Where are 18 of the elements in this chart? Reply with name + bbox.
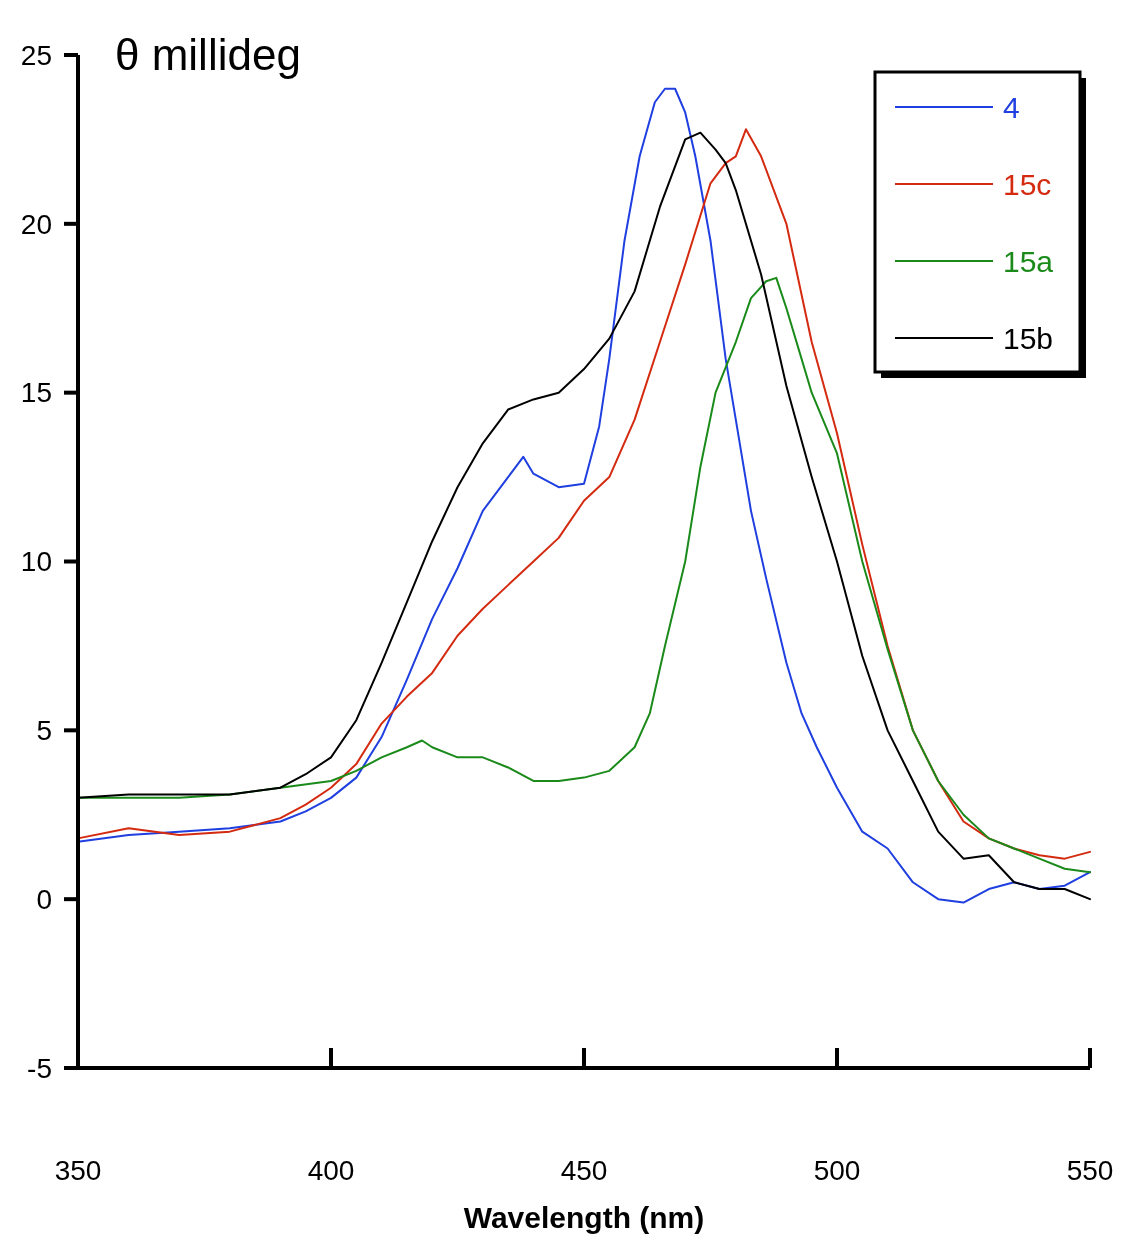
legend-label: 15a: [1003, 244, 1054, 278]
y-tick-label: 5: [36, 715, 52, 747]
legend-label: 15c: [1003, 167, 1052, 201]
y-tick-label: -5: [27, 1052, 52, 1084]
y-axis-title: θ millideg: [115, 30, 301, 79]
y-tick-label: 0: [36, 883, 52, 915]
x-tick-label: 350: [54, 1155, 102, 1186]
y-tick-label: 25: [20, 39, 52, 71]
legend-label: 15b: [1003, 321, 1054, 355]
y-tick-label: 20: [20, 208, 52, 240]
x-tick-label: 500: [813, 1155, 861, 1186]
x-tick-label: 400: [307, 1155, 355, 1186]
x-axis-title: Wavelength (nm): [463, 1201, 705, 1234]
y-tick-label: 10: [20, 546, 52, 578]
x-tick-label: 450: [560, 1155, 608, 1186]
y-tick-label: 15: [20, 377, 52, 409]
x-tick-label: 550: [1066, 1155, 1114, 1186]
legend-label: 4: [1003, 90, 1020, 124]
